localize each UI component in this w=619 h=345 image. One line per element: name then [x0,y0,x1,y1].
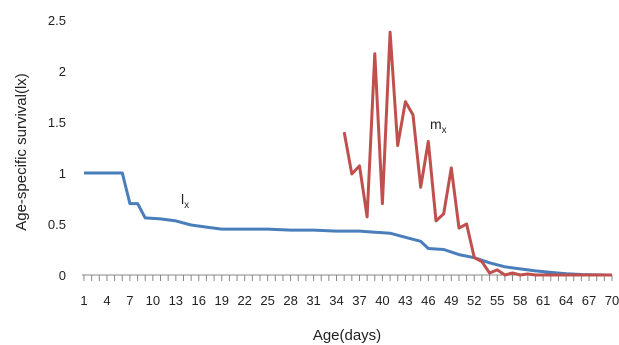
x-tick-label: 55 [490,293,504,308]
series-label-mx: mx [430,116,447,136]
series-line-mx [342,30,612,277]
y-tick-label: 0 [59,268,66,283]
y-tick-label: 2 [59,64,66,79]
x-tick-label: 19 [215,293,229,308]
x-tick-label: 13 [169,293,183,308]
x-tick-label: 49 [444,293,458,308]
x-tick-label: 7 [126,293,133,308]
series-line-lx [84,171,613,277]
y-tick-label: 0.5 [48,217,66,232]
y-tick-label: 1.5 [48,115,66,130]
x-tick-label: 70 [605,293,619,308]
x-tick-label: 64 [559,293,573,308]
x-tick-label: 4 [103,293,110,308]
x-tick-label: 52 [467,293,481,308]
x-tick-label: 67 [582,293,596,308]
x-axis-title: Age(days) [313,327,381,344]
x-axis-tick-labels: 1 4 7 10 13 16 19 22 25 28 31 34 37 40 43 46 49 52 55 58 61 6… [80,293,619,308]
series-lines [84,30,613,277]
y-axis-title: Age-specific survival(lx) [13,73,30,231]
x-tick-label: 31 [306,293,320,308]
series-label-lx: lx [181,191,189,211]
y-axis-tick-labels: 0 0.5 1 1.5 2 2.5 [48,13,66,283]
x-tick-label: 28 [283,293,297,308]
x-tick-label: 46 [421,293,435,308]
series-label-mx-sub: x [442,125,447,136]
x-tick-label: 43 [398,293,412,308]
x-tick-label: 37 [352,293,366,308]
x-tick-label: 40 [375,293,389,308]
y-tick-label: 2.5 [48,13,66,28]
x-tick-label: 1 [80,293,87,308]
x-tick-label: 10 [146,293,160,308]
series-label-lx-sub: x [184,200,189,211]
x-tick-label: 34 [329,293,343,308]
x-tick-label: 22 [237,293,251,308]
x-tick-label: 16 [192,293,206,308]
x-tick-label: 61 [536,293,550,308]
x-tick-label: 25 [260,293,274,308]
series-label-lx-main: l [181,191,184,207]
x-tick-label: 58 [513,293,527,308]
series-label-mx-main: m [430,116,442,132]
y-tick-label: 1 [59,166,66,181]
